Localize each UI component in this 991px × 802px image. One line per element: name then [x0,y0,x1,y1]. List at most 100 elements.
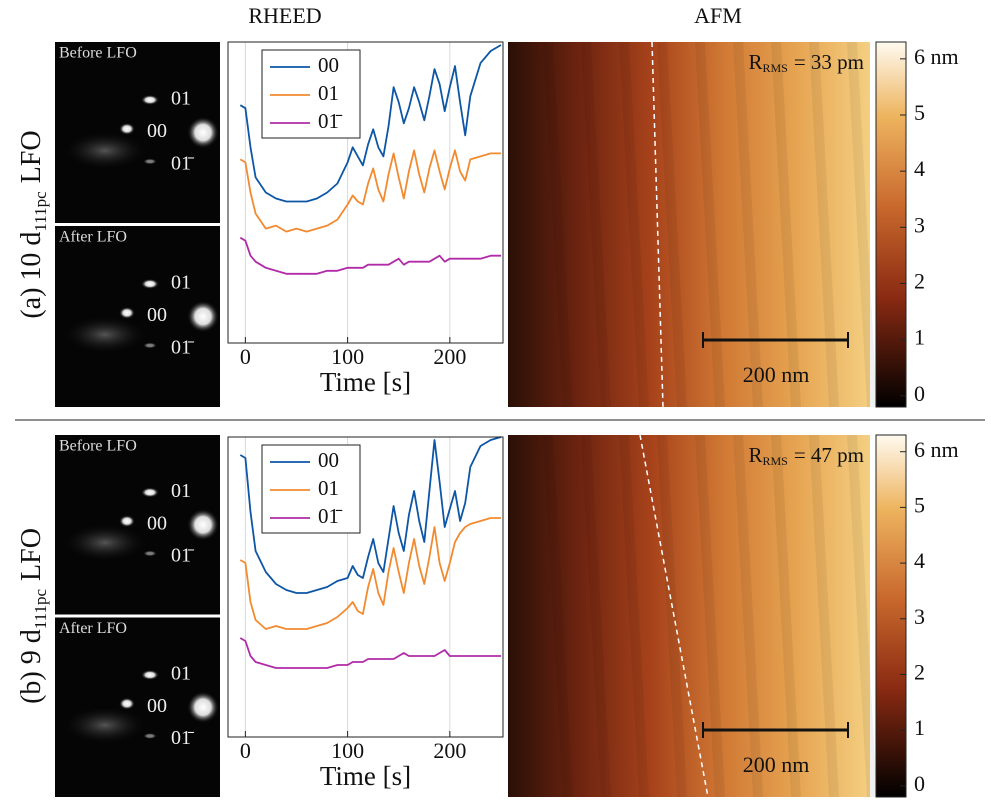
legend-label: 01̄ [318,109,343,133]
row-label: (a) 10 d111pc LFO [16,130,49,318]
roughness-main: R [748,50,762,74]
colorbar-tick-label: 2 [914,269,925,294]
roughness-rest: = 47 pm [794,443,864,467]
afm-terrace [695,434,725,798]
series-line [239,637,501,669]
roughness-sub: RMS [762,454,787,468]
afm-terrace [657,434,687,798]
colorbar-tick-label: 0 [914,771,925,796]
header-afm: AFM [694,3,742,28]
afm-terrace [847,434,877,798]
colorbar-tick-label: 4 [914,156,925,181]
plot-frame [227,41,504,344]
x-axis-label: Time [s] [320,761,411,791]
rheed-spot [119,515,135,528]
roughness: RRMS = 47 pm [748,443,864,468]
rheed-spot [141,278,159,289]
rheed-spot-label: 01 [171,480,191,502]
colorbar-tick-label: 5 [914,100,925,125]
roughness: RRMS = 33 pm [748,50,864,75]
afm-terrace [581,434,611,798]
rheed-shadow [65,707,145,744]
plot-frame [227,436,504,738]
legend-label: 01 [318,476,339,500]
header-rheed: RHEED [248,3,321,28]
legend-label: 00 [318,53,339,77]
rheed-spot [143,158,157,165]
row-label-subscript: 111pc [31,191,50,232]
rheed-spot-label: 01̄ [171,727,195,749]
row-label: (b) 9 d111pc LFO [16,528,49,704]
row-label-subscript: 111pc [31,589,50,630]
rheed-direct-spot [187,116,219,149]
colorbar-tick-label: 3 [914,212,925,237]
row-label-prefix: (a) 10 d [16,232,47,319]
rheed-spot-label: 01 [171,272,191,294]
rheed-spot-label: 00 [147,120,167,142]
rheed-spot [119,306,135,319]
legend-label: 01 [318,81,339,105]
colorbar-tick-label: 1 [914,715,925,740]
x-tick-label: 0 [240,344,251,369]
series-line [239,517,501,630]
scale-bar-label: 200 nm [743,362,810,387]
rheed-spot-label: 01̄ [171,545,195,567]
afm-terrace [657,41,687,408]
rheed-spot [141,94,159,105]
rheed-shadow [65,316,145,353]
legend-label: 01̄ [318,504,343,528]
rheed-spot-label: 01̄ [171,153,195,175]
rheed-spot [143,732,157,739]
x-axis-label: Time [s] [320,367,411,397]
colorbar-tick-label: 0 [914,381,925,406]
colorbar-tick-label: 6 nm [914,437,959,462]
rheed-spot [119,697,135,710]
rheed-spot-label: 01̄ [171,337,195,359]
row-label-suffix: LFO [16,130,47,183]
x-tick-label: 100 [331,738,364,763]
roughness-main: R [748,443,762,467]
afm-terrace [733,41,763,408]
series-line [239,436,502,594]
rheed-spot-label: 00 [147,304,167,326]
rheed-shadow [65,132,145,169]
rheed-caption: After LFO [59,229,127,246]
colorbar [875,434,907,798]
afm-terrace [771,41,801,408]
rheed-caption: Before LFO [59,45,137,62]
afm-image [508,42,870,407]
step-edge [651,41,664,408]
colorbar [875,41,907,408]
row-label-suffix: LFO [16,528,47,581]
roughness-sub: RMS [762,61,787,75]
x-tick-label: 200 [433,344,466,369]
rheed-direct-spot [187,508,219,541]
afm-terrace [771,434,801,798]
series-line [239,44,502,203]
x-tick-label: 100 [331,344,364,369]
afm-image [508,435,870,797]
x-tick-label: 200 [433,738,466,763]
rheed-shadow [65,524,145,561]
legend-label: 00 [318,448,339,472]
series-line [239,236,501,275]
rheed-spot-label: 00 [147,512,167,534]
row-label-prefix: (b) 9 d [16,629,47,704]
rheed-spot-label: 01 [171,88,191,110]
colorbar-tick-label: 4 [914,548,925,573]
rheed-direct-spot [187,300,219,333]
afm-terrace [695,41,725,408]
afm-terrace [847,41,877,408]
series-line [239,149,501,233]
rheed-caption: Before LFO [59,438,137,455]
x-tick-label: 0 [240,738,251,763]
rheed-spot [119,122,135,135]
rheed-direct-spot [187,691,219,724]
afm-terrace [619,41,649,408]
afm-terrace [543,434,573,798]
colorbar-tick-label: 3 [914,604,925,629]
legend-box [261,49,361,139]
afm-terrace [809,434,839,798]
colorbar-tick-label: 5 [914,492,925,517]
